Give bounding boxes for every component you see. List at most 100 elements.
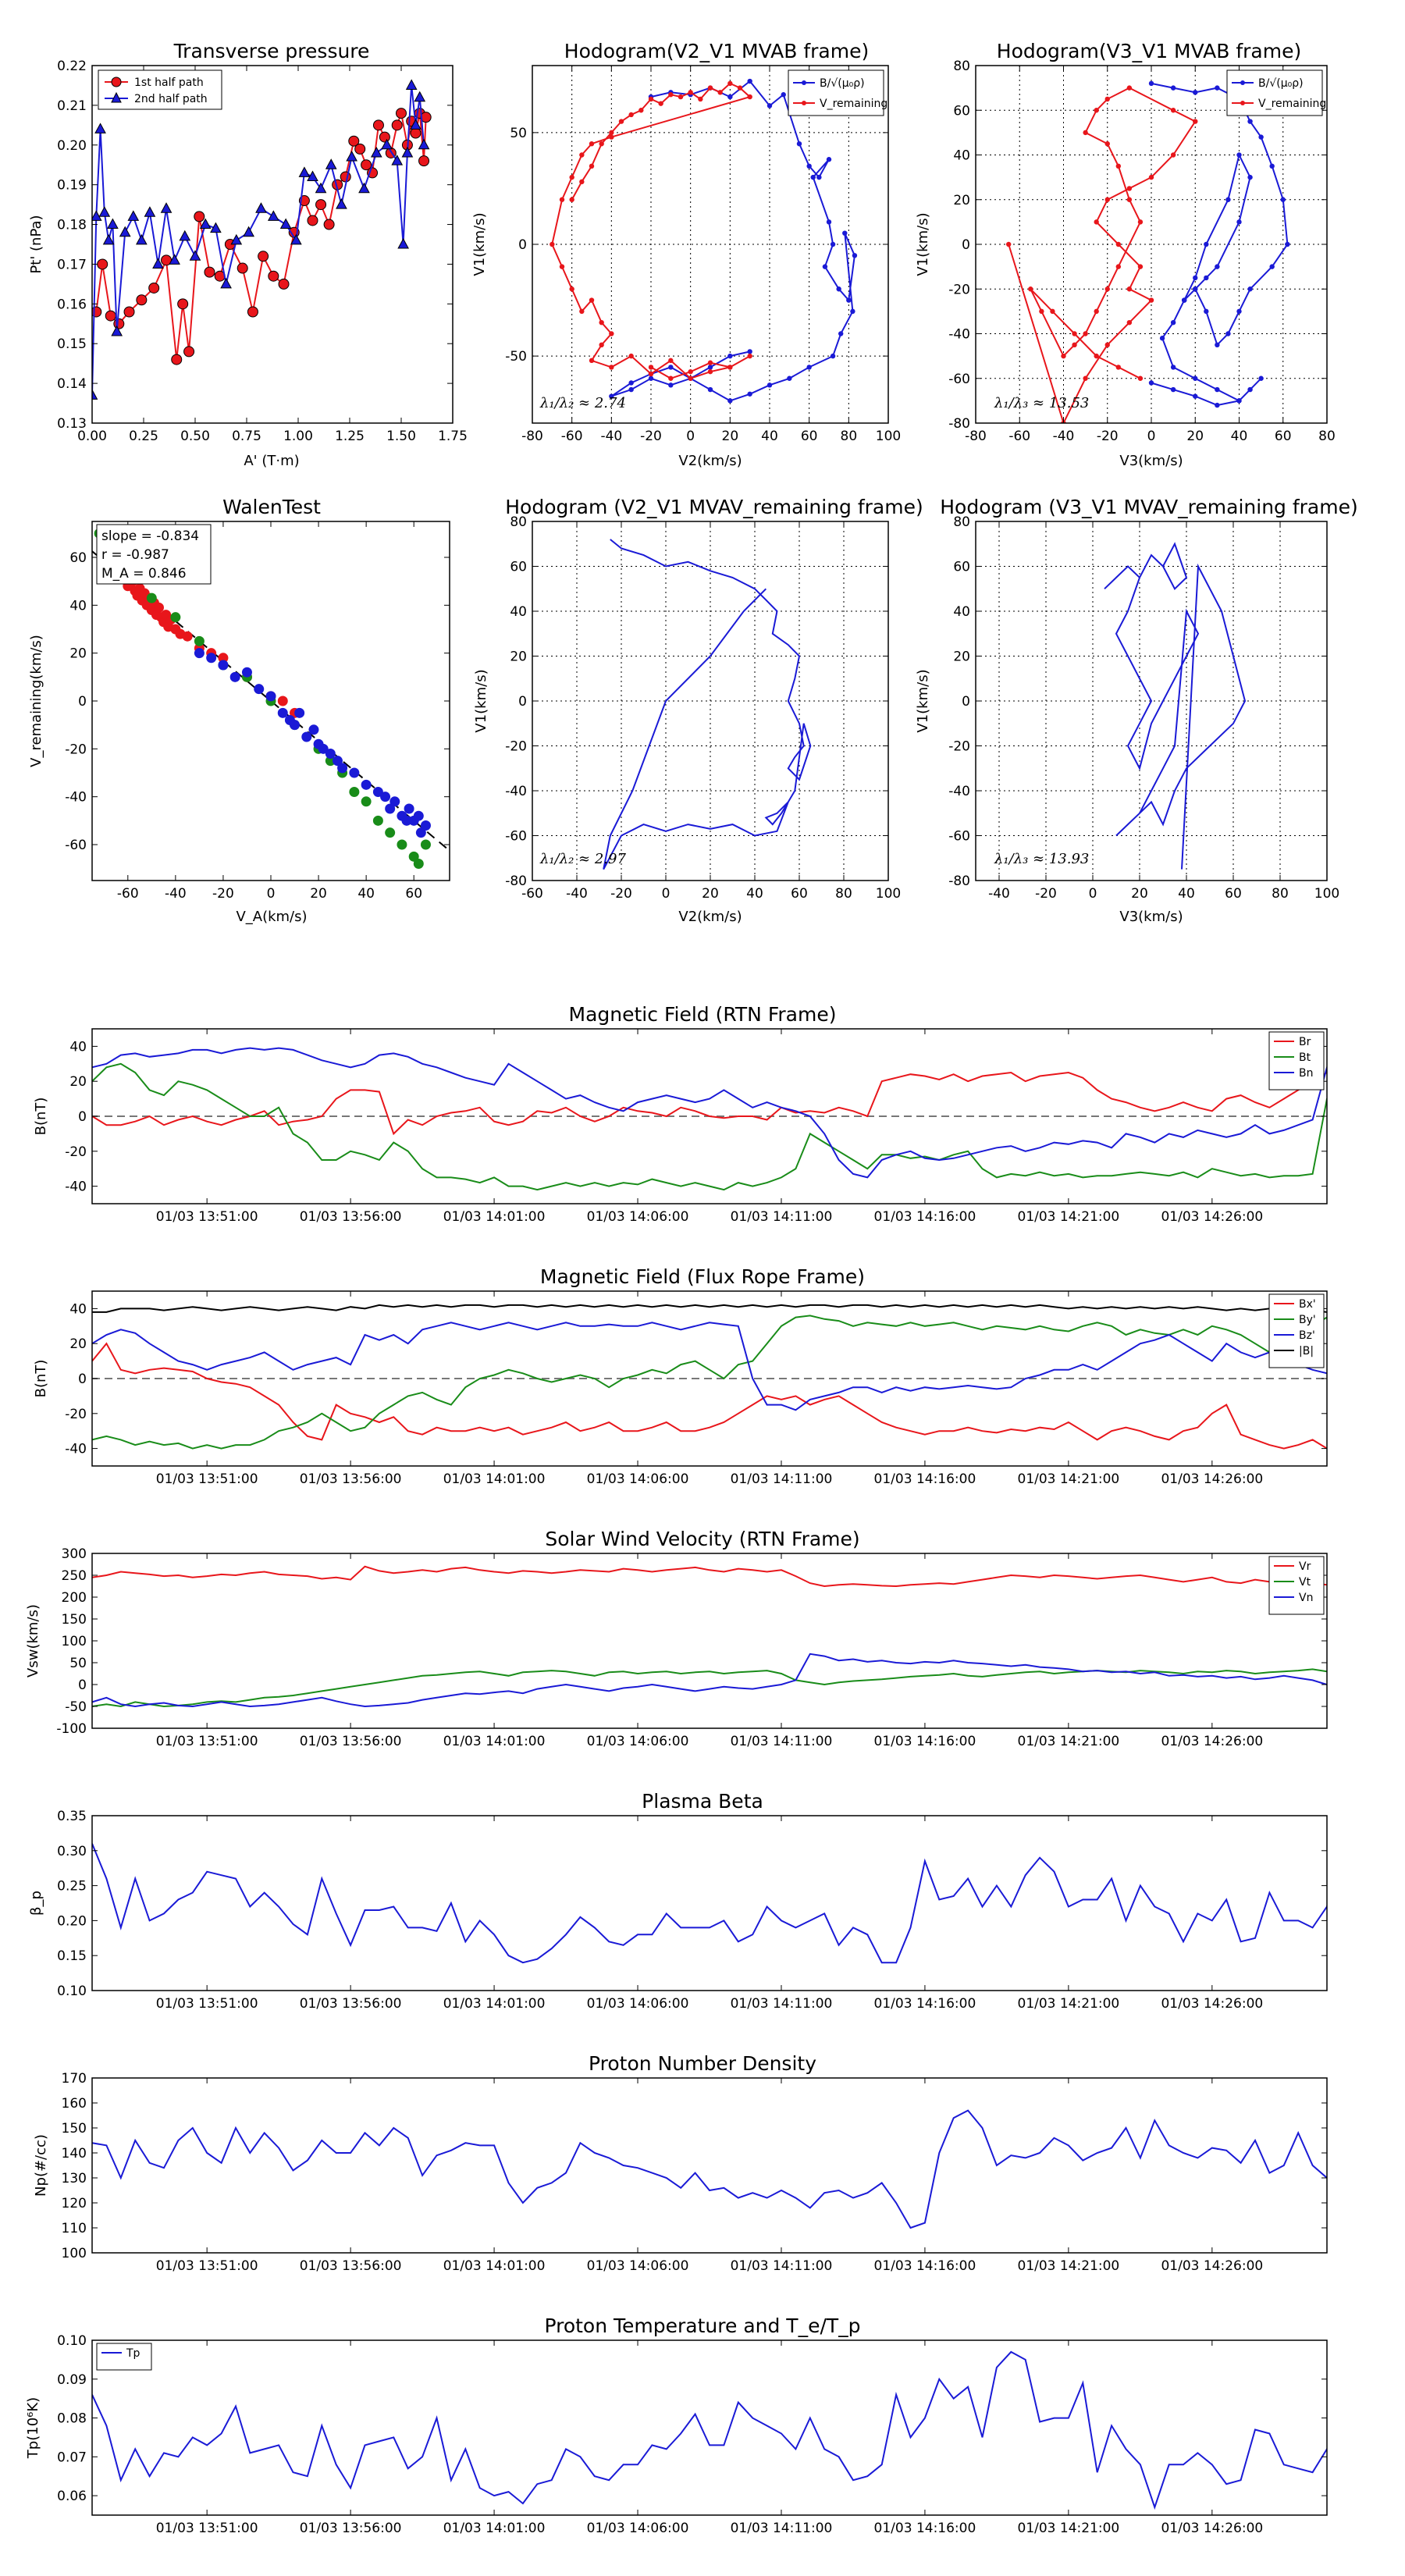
x-tick-label: 0.25 [129,429,158,444]
y-tick-label: 60 [510,560,527,575]
y-tick-label: 40 [510,604,527,620]
data-point-2nd-half-path [92,210,102,221]
series-line-tp [92,2350,1327,2510]
data-point-b- [1258,375,1264,381]
data-point-blue [380,792,391,802]
data-point-b- [1193,375,1198,381]
data-point-b- [1269,264,1275,269]
y-tick-label: -20 [65,742,87,757]
legend-label-b: B/√(μ₀ρ) [1258,77,1304,90]
chart-title: Magnetic Field (Flux Rope Frame) [540,1265,865,1288]
data-point-blue [254,684,265,695]
data-point-b- [1170,386,1176,393]
y-axis-label: V1(km/s) [473,669,489,732]
y-tick-label: 50 [69,1656,87,1671]
data-point-blue [194,648,205,659]
data-point-b- [850,308,855,315]
x-tick-label: 01/03 14:26:00 [1161,1996,1263,2012]
data-point-v-remaining [1115,365,1122,370]
legend-label-b: B/√(μ₀ρ) [820,77,865,90]
data-point-v-remaining [737,85,743,91]
data-point-blue [389,796,400,807]
legend-frame [98,69,222,110]
data-point-2nd-half-path [169,254,180,265]
series-layer [92,1304,1327,1450]
plot-area: 01/03 13:51:00 01/03 13:56:00 01/03 14:01:… [65,1028,1328,1225]
y-tick-label: 250 [62,1568,87,1584]
x-tick-label: 01/03 14:01:00 [443,1996,546,2012]
data-point-v-remaining [569,286,574,292]
data-point-green [170,612,181,623]
legend-label: |B| [1299,1345,1314,1357]
data-point-2nd-half-path [255,202,267,213]
data-point-b- [747,349,752,354]
fit-stats-box: slope = -0.834 r = -0.987 M_A = 0.846 [96,524,212,585]
y-tick-label: 80 [510,514,527,530]
data-point-1st-half-path [123,306,135,318]
data-point-v-remaining [1094,108,1099,113]
data-point-b- [747,391,752,397]
y-tick-label: -80 [948,416,970,432]
x-tick-label: 01/03 14:26:00 [1161,1209,1263,1225]
x-tick-label: 01/03 14:21:00 [1018,2258,1120,2274]
data-point-b- [1159,336,1165,341]
chart-hodogram-v2-v1-mvab: Hodogram(V2_V1 MVAB frame) -80 -60 -40 -20 0… [471,40,901,469]
y-tick-label: 40 [69,1301,87,1317]
series-line-np [92,2109,1327,2229]
x-tick-label: 01/03 14:01:00 [443,1471,546,1487]
data-point-v-remaining [599,141,604,147]
x-tick-label: -20 [1035,886,1057,902]
data-point-2nd-half-path [102,233,115,245]
x-tick-label: 0 [1147,429,1156,444]
data-point-v-remaining [727,80,733,87]
x-tick-label: 01/03 14:11:00 [731,1996,833,2012]
data-point-green [372,815,383,826]
chart-title: Hodogram(V2_V1 MVAB frame) [564,40,869,62]
y-tick-label: 0.30 [57,1844,87,1859]
data-point-b- [668,382,674,388]
x-tick-label: 01/03 14:21:00 [1018,1209,1120,1225]
data-point-v-remaining [589,141,595,147]
data-point-2nd-half-path [210,222,222,233]
data-point-v-remaining [599,342,604,348]
data-point-v-remaining [569,197,574,202]
data-point-v-remaining [658,101,663,106]
data-point-2nd-half-path [98,206,111,217]
x-tick-label: 01/03 14:11:00 [731,2521,833,2536]
y-tick-label: 20 [953,193,970,208]
series-line-vt [92,1668,1327,1708]
y-tick-label: -20 [948,282,970,297]
x-tick-label: 01/03 14:16:00 [874,1996,976,2012]
y-tick-label: -20 [65,1407,87,1422]
chart-title: Proton Number Density [589,2052,816,2075]
chart-hodogram-v3-v1-mvab: Hodogram(V3_V1 MVAB frame) -80 -60 -40 -20 0… [915,40,1336,469]
data-point-b- [1280,197,1286,202]
y-axis-label: Pt' (nPa) [28,215,44,273]
chart-solar-wind-velocity: Solar Wind Velocity (RTN Frame) 01/03 13… [25,1528,1328,1749]
data-point-1st-half-path [315,199,327,211]
data-point-blue [301,731,312,742]
data-point-v-remaining [1104,96,1110,102]
data-point-blue [332,756,343,767]
data-point-1st-half-path [340,171,351,183]
y-tick-label: -50 [505,349,527,365]
data-point-b- [1225,197,1231,202]
legend-label-v: V_remaining [820,98,887,110]
legend: B/√(μ₀ρ) V_remaining [1226,69,1326,116]
x-tick-label: 01/03 14:01:00 [443,2521,546,2536]
data-point-2nd-half-path [267,210,279,221]
x-tick-label: -60 [117,886,139,902]
data-point-b- [1215,386,1220,393]
data-point-2nd-half-path [94,123,106,133]
legend-label: Br [1299,1036,1311,1048]
chart-hodogram-v2-v1-mvav: Hodogram (V2_V1 MVAV_remaining frame) -6… [473,496,923,925]
data-point-1st-half-path [354,143,366,155]
data-point-1st-half-path [258,251,269,262]
series-layer [1005,80,1290,423]
data-point-blue [325,748,336,759]
data-point-b- [810,174,816,180]
y-tick-label: 60 [953,560,970,575]
data-point-1st-half-path [194,211,205,222]
fit-correlation: r = -0.987 [101,547,169,563]
data-point-2nd-half-path [152,258,164,269]
